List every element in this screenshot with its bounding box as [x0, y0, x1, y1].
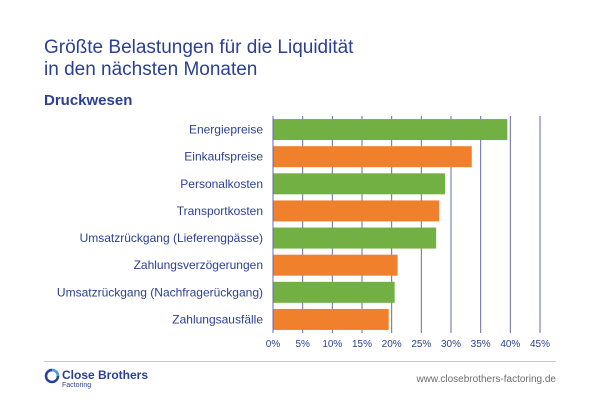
- category-label: Transportkosten: [177, 204, 263, 218]
- category-label: Einkaufspreise: [184, 150, 263, 164]
- category-label: Zahlungsausfälle: [172, 312, 263, 326]
- brand-logo: Close Brothers Factoring: [44, 368, 148, 389]
- bar: [273, 227, 437, 249]
- x-tick-label: 10%: [322, 339, 342, 350]
- bar: [273, 200, 440, 222]
- category-label: Umsatzrückgang (Nachfragerückgang): [57, 285, 263, 299]
- footer-divider: [44, 361, 556, 362]
- category-label: Personalkosten: [180, 177, 263, 191]
- bar: [273, 119, 508, 141]
- bar: [273, 308, 389, 330]
- chart-title: Größte Belastungen für die Liquidität in…: [44, 37, 354, 80]
- footer-url[interactable]: www.closebrothers-factoring.de: [416, 374, 556, 385]
- bar: [273, 173, 446, 195]
- x-tick-label: 5%: [295, 339, 310, 350]
- x-tick-label: 15%: [352, 339, 372, 350]
- brand-subname: Factoring: [62, 382, 92, 389]
- x-tick-label: 35%: [471, 339, 491, 350]
- chart-subtitle: Druckwesen: [44, 92, 133, 109]
- category-label: Energiepreise: [189, 123, 263, 137]
- bar: [273, 146, 472, 168]
- x-tick-label: 25%: [411, 339, 431, 350]
- x-tick-label: 40%: [500, 339, 520, 350]
- brand-logo-icon: [44, 368, 60, 384]
- bar: [273, 254, 398, 276]
- bar: [273, 281, 395, 303]
- x-tick-label: 30%: [441, 339, 461, 350]
- x-tick-label: 45%: [530, 339, 550, 350]
- category-label: Umsatzrückgang (Lieferengpässe): [80, 231, 263, 245]
- x-tick-label: 20%: [382, 339, 402, 350]
- brand-name: Close Brothers: [62, 368, 149, 382]
- category-label: Zahlungsverzögerungen: [134, 258, 263, 272]
- x-tick-label: 0%: [266, 339, 281, 350]
